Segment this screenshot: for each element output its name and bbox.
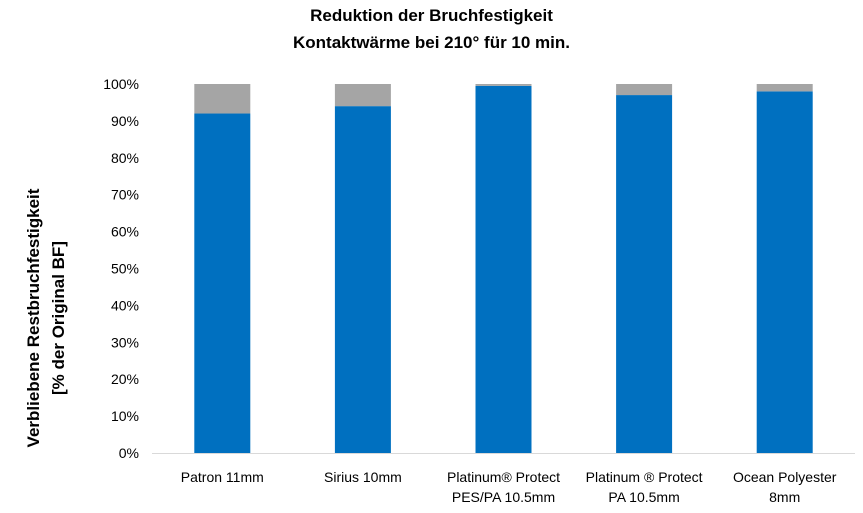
bar-1 [475,85,532,453]
bar-2 [194,84,251,114]
x-tick-label: Patron 11mm [181,469,264,485]
bar-1 [756,91,813,453]
bar-2 [756,84,813,92]
x-tick-label: Platinum ® Protect PA 10.5mm [586,469,703,505]
chart-title-line-2: Kontaktwärme bei 210° für 10 min. [293,33,570,52]
y-tick-label: 50% [111,261,139,277]
bar-1 [616,95,673,453]
y-tick-label: 30% [111,334,139,350]
x-tick-label: Ocean Polyester 8mm [733,469,837,505]
y-tick-label: 10% [111,408,139,424]
bar-1 [334,106,391,453]
x-tick-label: Platinum® Protect PES/PA 10.5mm [447,469,560,505]
bar-1 [194,113,251,454]
bar-2 [475,84,532,86]
y-tick-label: 40% [111,297,139,313]
bar-2 [616,84,673,96]
chart-title-line-1: Reduktion der Bruchfestigkeit [310,6,553,25]
y-tick-label: 70% [111,187,139,203]
y-tick-label: 100% [103,76,139,92]
y-tick-label: 80% [111,150,139,166]
y-tick-label: 20% [111,371,139,387]
y-tick-label: 60% [111,224,139,240]
y-tick-label: 0% [119,445,139,461]
bar-2 [334,84,391,107]
y-tick-label: 90% [111,113,139,129]
x-tick-label: Sirius 10mm [324,469,402,485]
